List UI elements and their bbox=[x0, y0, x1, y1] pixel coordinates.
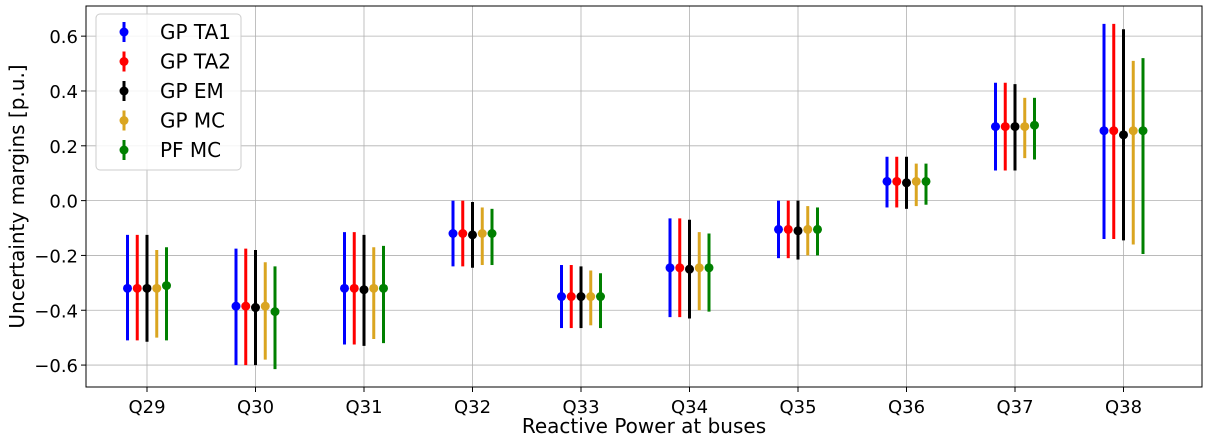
data-point bbox=[1109, 126, 1119, 136]
legend-marker-point bbox=[119, 145, 129, 155]
data-point bbox=[379, 283, 388, 293]
data-point bbox=[1030, 120, 1039, 130]
legend-marker-point bbox=[119, 57, 129, 66]
data-point bbox=[921, 176, 931, 186]
data-point bbox=[251, 303, 260, 313]
data-point bbox=[1000, 122, 1010, 132]
data-point bbox=[1099, 126, 1109, 136]
data-point bbox=[694, 263, 704, 273]
data-point bbox=[487, 229, 497, 239]
legend-label: GP EM bbox=[160, 79, 224, 103]
data-point bbox=[270, 307, 280, 317]
y-tick-label: 0.4 bbox=[49, 82, 78, 103]
data-point bbox=[359, 285, 369, 295]
series-gp-mc bbox=[152, 60, 1138, 360]
data-point bbox=[1119, 130, 1128, 140]
y-tick-label: 0.6 bbox=[49, 27, 78, 48]
series-gp-em bbox=[142, 29, 1128, 366]
legend-label: PF MC bbox=[160, 138, 221, 162]
data-point bbox=[1020, 122, 1030, 132]
x-tick-label: Q29 bbox=[128, 397, 165, 418]
data-point bbox=[142, 283, 152, 293]
data-point bbox=[557, 292, 566, 302]
x-tick-label: Q36 bbox=[888, 397, 925, 418]
x-tick-label: Q30 bbox=[237, 397, 274, 418]
data-point bbox=[1128, 126, 1138, 136]
data-point bbox=[349, 283, 359, 293]
x-tick-label: Q34 bbox=[671, 397, 708, 418]
data-point bbox=[468, 230, 477, 240]
data-point bbox=[162, 281, 171, 291]
legend-label: GP TA2 bbox=[160, 50, 231, 74]
data-point bbox=[340, 283, 349, 293]
legend-box bbox=[95, 13, 242, 171]
series-gp-ta2 bbox=[132, 23, 1119, 366]
x-tick-label: Q32 bbox=[454, 397, 491, 418]
data-point bbox=[813, 224, 822, 234]
data-point bbox=[665, 263, 675, 273]
data-point bbox=[260, 301, 270, 311]
series-gp-ta1 bbox=[123, 23, 1109, 366]
data-point bbox=[477, 229, 487, 239]
data-point bbox=[793, 226, 803, 236]
y-tick-label: −0.2 bbox=[34, 246, 78, 267]
data-point bbox=[241, 301, 251, 311]
data-point bbox=[1010, 122, 1020, 132]
data-point bbox=[1138, 126, 1148, 136]
data-point bbox=[892, 176, 902, 186]
legend-label: GP TA1 bbox=[160, 20, 231, 44]
data-point bbox=[596, 292, 605, 302]
plot-frame bbox=[85, 5, 1203, 388]
y-tick-label: 0.0 bbox=[49, 192, 78, 213]
y-tick-label: −0.4 bbox=[34, 301, 78, 322]
x-tick-label: Q35 bbox=[779, 397, 816, 418]
data-point bbox=[152, 283, 162, 293]
x-tick-label: Q38 bbox=[1105, 397, 1142, 418]
data-point bbox=[586, 292, 596, 302]
data-point bbox=[783, 224, 793, 234]
y-tick-label: −0.6 bbox=[34, 356, 78, 377]
data-point bbox=[132, 283, 142, 293]
x-tick-label: Q31 bbox=[345, 397, 382, 418]
data-point bbox=[803, 224, 813, 234]
legend: GP TA1 GP TA2 GP EM GP MC PF MC bbox=[95, 13, 242, 171]
series-pf-mc bbox=[162, 58, 1148, 370]
data-point bbox=[123, 283, 132, 293]
data-point bbox=[448, 229, 458, 239]
legend-marker-point bbox=[119, 27, 129, 37]
data-point bbox=[902, 178, 911, 188]
x-tick-label: Q33 bbox=[562, 397, 599, 418]
grid-lines bbox=[86, 6, 1202, 387]
data-point bbox=[231, 301, 241, 311]
data-point bbox=[576, 292, 586, 302]
y-tick-label: 0.2 bbox=[49, 137, 78, 158]
data-point bbox=[774, 224, 783, 234]
axis-ticks: Q29 Q30 Q31 Q32 Q33 Q34 Q35 Q36 Q37 Q38 −0.6 −0.4 −0… bbox=[34, 27, 1142, 418]
legend-marker-point bbox=[119, 86, 129, 96]
data-point bbox=[882, 176, 892, 186]
legend-label: GP MC bbox=[160, 109, 225, 133]
y-axis-label: Uncertainty margins [p.u.] bbox=[5, 64, 29, 328]
error-bars bbox=[123, 23, 1148, 370]
data-point bbox=[675, 263, 685, 273]
data-point bbox=[566, 292, 576, 302]
legend-marker-point bbox=[119, 116, 129, 125]
data-point bbox=[704, 263, 714, 273]
data-point bbox=[369, 283, 379, 293]
data-point bbox=[911, 176, 921, 186]
x-axis-label: Reactive Power at buses bbox=[522, 414, 766, 438]
data-point bbox=[685, 264, 694, 274]
data-point bbox=[458, 229, 468, 239]
x-tick-label: Q37 bbox=[996, 397, 1033, 418]
data-point bbox=[991, 122, 1000, 132]
